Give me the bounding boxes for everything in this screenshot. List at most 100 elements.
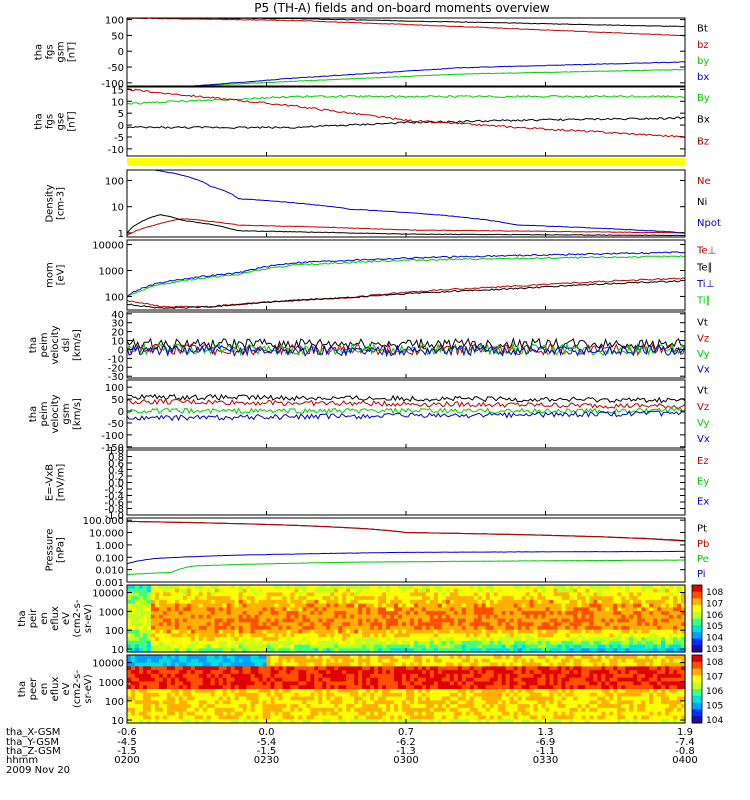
- spectrogram-cell: [485, 704, 491, 709]
- spectrogram-cell: [210, 689, 216, 694]
- spectrogram-cell: [493, 677, 499, 683]
- spectrogram-cell: [242, 673, 248, 679]
- spectrogram-cell: [457, 692, 463, 698]
- spectrogram-cell: [166, 711, 172, 717]
- spectrogram-cell: [609, 611, 614, 616]
- spectrogram-cell: [250, 696, 256, 701]
- spectrogram-cell: [553, 607, 559, 612]
- spectrogram-cell: [162, 677, 168, 683]
- spectrogram-cell: [322, 707, 327, 713]
- spectrogram-cell: [641, 607, 646, 612]
- spectrogram-cell: [633, 599, 638, 605]
- spectrogram-cell: [549, 707, 555, 713]
- spectrogram-cell: [290, 704, 295, 709]
- spectrogram-cell: [509, 599, 515, 605]
- spectrogram-cell: [633, 633, 638, 638]
- spectrogram-cell: [142, 622, 148, 627]
- spectrogram-cell: [565, 673, 571, 679]
- spectrogram-cell: [425, 644, 431, 649]
- spectrogram-cell: [521, 585, 527, 590]
- spectrogram-cell: [565, 648, 571, 653]
- spectrogram-cell: [402, 637, 407, 642]
- spectrogram-cell: [286, 614, 292, 620]
- spectrogram-cell: [581, 596, 586, 601]
- spectrogram-cell: [621, 637, 626, 642]
- spectrogram-cell: [246, 696, 252, 701]
- spectrogram-cell: [266, 715, 272, 720]
- spectrogram-cell: [645, 640, 650, 646]
- series-line-Npot: [154, 169, 686, 234]
- spectrogram-cell: [170, 603, 176, 608]
- spectrogram-cell: [465, 596, 471, 601]
- spectrogram-cell: [358, 599, 363, 605]
- spectrogram-cell: [593, 622, 598, 627]
- spectrogram-cell: [178, 670, 184, 675]
- spectrogram-cell: [210, 711, 216, 717]
- spectrogram-cell: [485, 637, 491, 642]
- spectrogram-cell: [525, 715, 531, 720]
- spectrogram-cell: [521, 719, 527, 724]
- spectrogram-cell: [134, 625, 140, 631]
- colorbar-swatch: [692, 585, 702, 593]
- spectrogram-cell: [282, 585, 288, 590]
- spectrogram-cell: [182, 666, 188, 671]
- spectrogram-cell: [330, 588, 335, 594]
- spectrogram-cell: [485, 673, 491, 679]
- spectrogram-cell: [573, 618, 578, 623]
- spectrogram-cell: [421, 655, 427, 660]
- spectrogram-cell: [605, 592, 610, 597]
- spectrogram-cell: [130, 596, 136, 601]
- spectrogram-cell: [314, 622, 319, 627]
- spectrogram-cell: [421, 666, 427, 671]
- spectrogram-cell: [282, 700, 288, 705]
- spectrogram-cell: [441, 648, 447, 653]
- spectrogram-cell: [318, 633, 323, 638]
- spectrogram-cell: [262, 685, 268, 690]
- spectrogram-cell: [130, 614, 136, 620]
- spectrogram-cell: [127, 607, 132, 612]
- spectrogram-cell: [326, 692, 331, 698]
- spectrogram-cell: [665, 637, 670, 642]
- spectrogram-cell: [557, 592, 563, 597]
- spectrogram-cell: [425, 715, 431, 720]
- spectrogram-cell: [218, 603, 224, 608]
- spectrogram-cell: [374, 629, 379, 634]
- spectrogram-cell: [282, 648, 288, 653]
- y-tick-label: 1000: [99, 267, 124, 278]
- spectrogram-cell: [234, 611, 240, 616]
- spectrogram-cell: [402, 655, 407, 660]
- spectrogram-cell: [370, 640, 375, 646]
- spectrogram-cell: [421, 607, 427, 612]
- spectrogram-cell: [234, 585, 240, 590]
- spectrogram-cell: [286, 670, 292, 675]
- spectrogram-cell: [138, 719, 144, 724]
- spectrogram-cell: [314, 719, 319, 724]
- spectrogram-cell: [162, 673, 168, 679]
- spectrogram-cell: [290, 707, 295, 713]
- spectrogram-cell: [525, 614, 531, 620]
- spectrogram-cell: [469, 715, 475, 720]
- spectrogram-cell: [374, 658, 379, 664]
- spectrogram-cell: [497, 677, 503, 683]
- spectrogram-cell: [406, 588, 411, 594]
- spectrogram-cell: [386, 588, 391, 594]
- spectrogram-cell: [362, 677, 367, 683]
- spectrogram-cell: [378, 689, 383, 694]
- spectrogram-cell: [437, 607, 443, 612]
- spectrogram-cell: [170, 685, 176, 690]
- spectrogram-cell: [561, 673, 567, 679]
- spectrogram-cell: [222, 704, 228, 709]
- spectrogram-cell: [310, 696, 315, 701]
- spectrogram-cell: [334, 640, 339, 646]
- spectrogram-cell: [154, 689, 160, 694]
- spectrogram-cell: [226, 637, 232, 642]
- spectrogram-cell: [130, 715, 136, 720]
- spectrogram-cell: [370, 670, 375, 675]
- spectrogram-cell: [465, 618, 471, 623]
- spectrogram-cell: [214, 592, 220, 597]
- spectrogram-cell: [605, 614, 610, 620]
- spectrogram-cell: [286, 607, 292, 612]
- spectrogram-cell: [629, 588, 634, 594]
- spectrogram-cell: [529, 637, 535, 642]
- spectrogram-cell: [485, 644, 491, 649]
